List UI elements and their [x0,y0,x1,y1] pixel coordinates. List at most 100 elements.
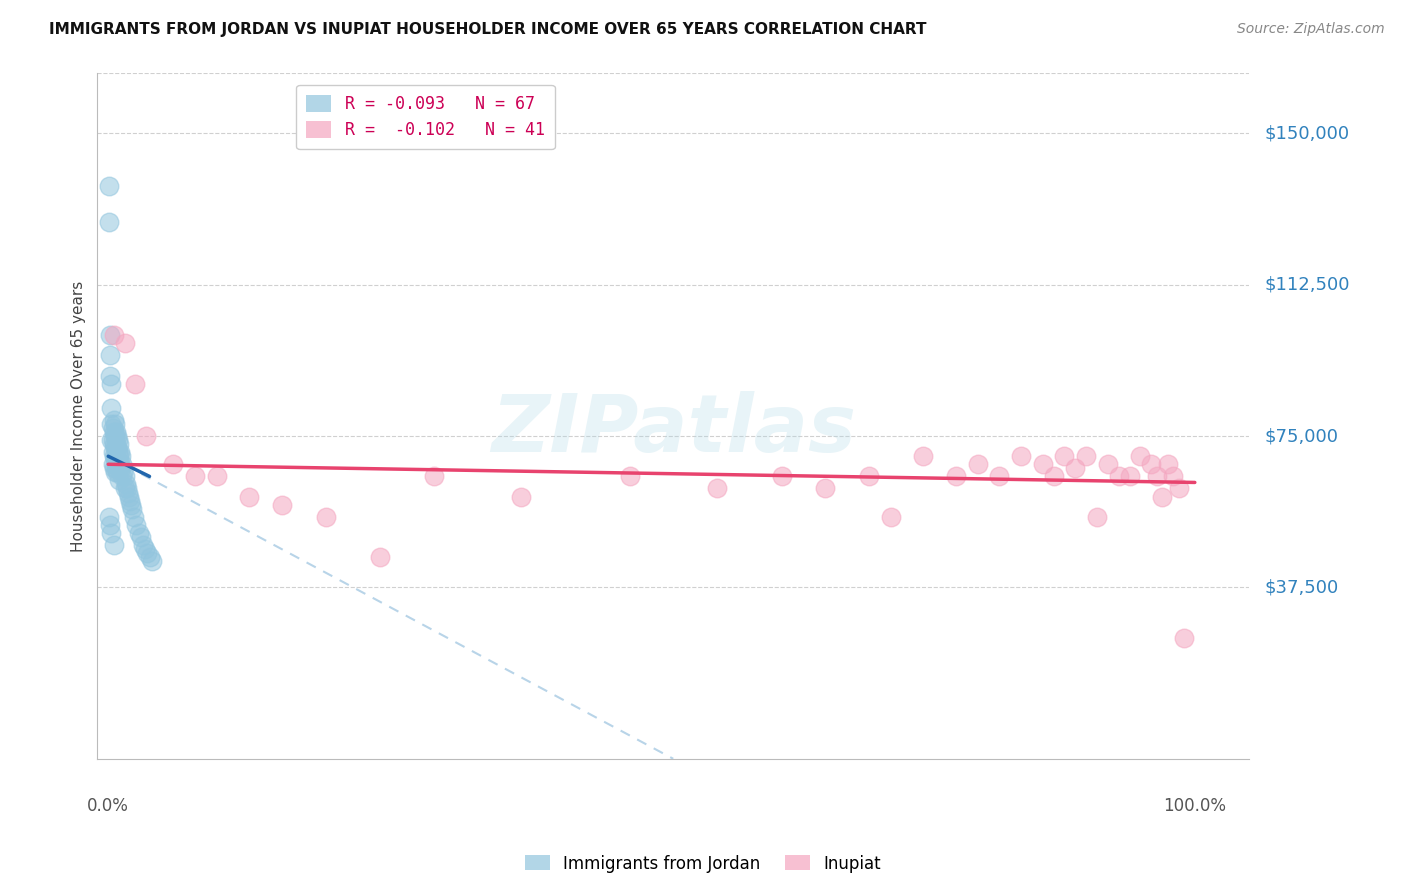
Point [104,429,127,443]
Text: 0.0%: 0.0% [87,797,129,814]
Point [1173,631,1195,645]
Legend: Immigrants from Jordan, Inupiat: Immigrants from Jordan, Inupiat [517,848,889,880]
Point [128,525,150,540]
Point [141,554,163,568]
Point [770,469,793,483]
Point [162,458,184,472]
Text: $150,000: $150,000 [1264,125,1350,143]
Point [1152,490,1174,504]
Point [105,429,128,443]
Point [100,525,122,540]
Point [104,441,127,455]
Point [1085,509,1108,524]
Point [101,445,124,459]
Point [100,401,122,415]
Point [814,482,837,496]
Point [368,550,391,565]
Point [1140,458,1163,472]
Point [1161,469,1184,483]
Point [103,328,125,343]
Point [101,421,124,435]
Point [107,458,129,472]
Point [120,498,142,512]
Point [105,453,128,467]
Point [104,461,127,475]
Point [858,469,880,483]
Point [100,348,122,362]
Point [1053,449,1076,463]
Point [1146,469,1168,483]
Point [101,458,124,472]
Point [117,485,139,500]
Point [98,509,121,524]
Point [1076,449,1098,463]
Point [98,178,121,193]
Point [238,490,260,504]
Text: Source: ZipAtlas.com: Source: ZipAtlas.com [1237,22,1385,37]
Point [129,530,152,544]
Point [114,482,136,496]
Point [423,469,446,483]
Point [510,490,533,504]
Point [103,425,125,439]
Point [1097,458,1119,472]
Point [98,215,121,229]
Point [132,538,155,552]
Point [100,328,122,343]
Point [1156,458,1178,472]
Point [1108,469,1130,483]
Point [104,466,127,480]
Point [108,458,131,472]
Point [118,490,141,504]
Point [114,336,136,351]
Point [138,550,160,565]
Point [124,376,146,391]
Y-axis label: Householder Income Over 65 years: Householder Income Over 65 years [72,280,86,551]
Text: $75,000: $75,000 [1264,427,1339,445]
Text: $112,500: $112,500 [1264,276,1350,293]
Point [103,449,125,463]
Point [110,461,132,475]
Point [121,501,143,516]
Point [912,449,935,463]
Point [108,449,131,463]
Point [100,517,122,532]
Text: ZIPatlas: ZIPatlas [491,391,856,468]
Point [1032,458,1054,472]
Point [100,433,122,447]
Point [100,368,122,383]
Point [315,509,337,524]
Point [118,493,141,508]
Point [108,461,131,475]
Point [104,437,127,451]
Point [134,541,156,556]
Text: $37,500: $37,500 [1264,578,1339,597]
Point [104,425,127,439]
Point [988,469,1011,483]
Point [966,458,988,472]
Point [108,474,131,488]
Point [111,469,134,483]
Point [100,376,122,391]
Point [110,449,132,463]
Point [107,433,129,447]
Point [619,469,641,483]
Point [108,445,131,459]
Text: 100.0%: 100.0% [1163,797,1226,814]
Point [104,453,127,467]
Point [111,458,134,472]
Point [103,437,125,451]
Point [1064,461,1087,475]
Point [103,461,125,475]
Point [879,509,901,524]
Point [945,469,967,483]
Point [105,466,128,480]
Point [1010,449,1032,463]
Point [124,509,146,524]
Point [1167,482,1189,496]
Point [1042,469,1064,483]
Point [115,482,138,496]
Point [107,445,129,459]
Point [205,469,228,483]
Point [108,437,131,451]
